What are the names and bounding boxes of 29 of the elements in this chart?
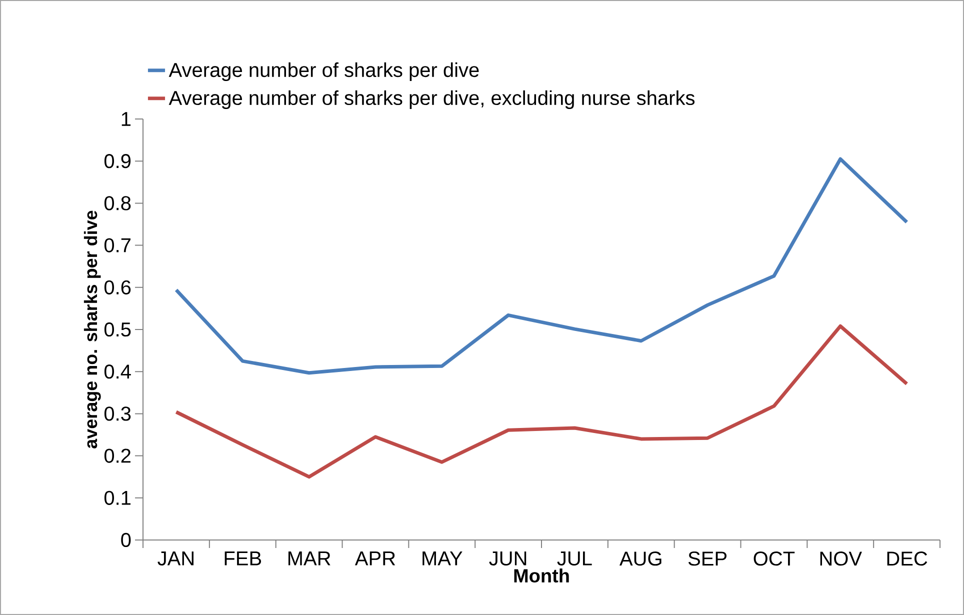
y-tick-label: 0.7 [104, 238, 130, 252]
y-tick-label: 0.2 [104, 448, 130, 463]
x-tick-label: DEC [887, 552, 928, 566]
x-tick-label: SEP [688, 552, 726, 566]
y-tick-label: 0.6 [104, 280, 131, 294]
x-tick-label: NOV [820, 552, 862, 566]
y-tick-label: 0.5 [104, 322, 131, 337]
x-tick-label: JUN [489, 552, 526, 566]
line-series [174, 157, 909, 375]
x-tick-label: JAN [158, 552, 194, 566]
line-series [174, 324, 909, 479]
y-tick-label: 0.1 [104, 490, 130, 505]
legend-label: Average number of sharks per dive, excluding nurse sharks [168, 90, 695, 110]
y-tick-label: 0 [121, 532, 131, 548]
legend-label: Average number of sharks per dive [168, 62, 479, 82]
y-tick-label: 0.3 [104, 406, 131, 421]
x-tick-label: FEB [224, 552, 262, 566]
y-tick-label: 0.9 [104, 154, 131, 168]
x-tick-label: AUG [619, 552, 662, 566]
x-tick-label: MAR [288, 552, 330, 566]
x-tick-label: APR [354, 552, 396, 566]
y-tick-label: 0.8 [104, 196, 131, 210]
y-tick-label: 0.4 [104, 364, 131, 379]
x-axis-title: Month [514, 568, 569, 582]
y-axis-title: average no. sharks per dive [84, 210, 101, 448]
x-tick-label: JUL [557, 552, 592, 566]
x-tick-label: OCT [754, 552, 795, 566]
y-tick-label: 1 [122, 112, 130, 126]
x-tick-label: MAY [422, 552, 462, 566]
